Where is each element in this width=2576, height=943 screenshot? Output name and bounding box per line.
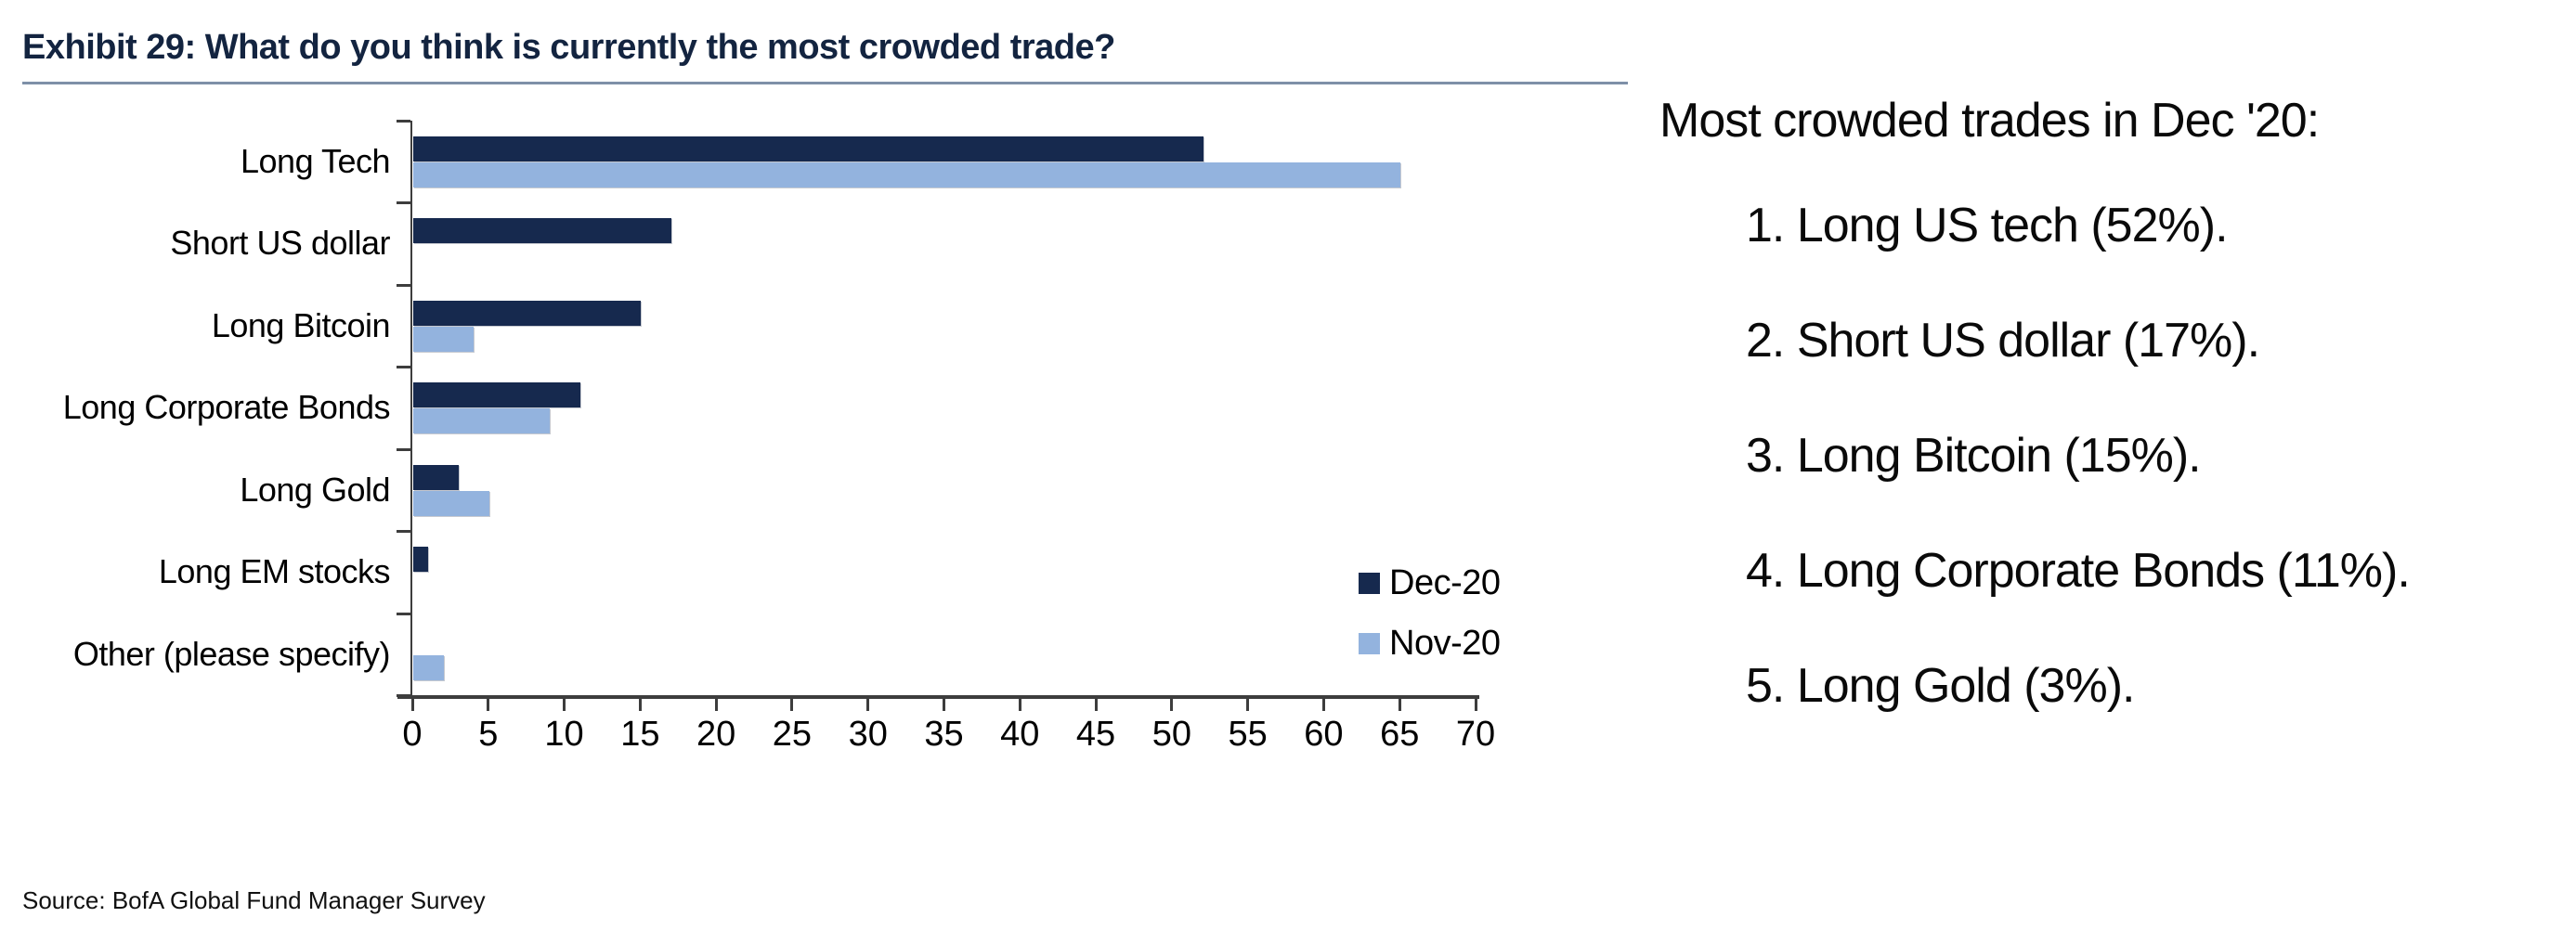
x-tick-label: 45 — [1075, 715, 1116, 754]
x-axis-tick — [1398, 699, 1401, 711]
annotation-item: 4. Long Corporate Bonds (11%). — [1746, 544, 2411, 598]
bar-nov-20-6 — [413, 654, 444, 680]
y-axis-tick — [397, 612, 410, 615]
x-tick-label: 0 — [402, 715, 423, 754]
legend-swatch-dec-20 — [1359, 572, 1380, 594]
bar-dec-20-5 — [413, 547, 429, 573]
x-axis-tick — [790, 699, 794, 711]
title-rule — [22, 82, 1628, 84]
bar-nov-20-2 — [413, 326, 475, 352]
x-axis-tick — [487, 699, 490, 711]
category-label: Long EM stocks — [158, 552, 391, 591]
x-axis-tick — [714, 699, 718, 711]
x-tick-label: 30 — [848, 715, 888, 754]
y-axis-tick — [397, 447, 410, 451]
exhibit-title: Exhibit 29: What do you think is current… — [22, 28, 1115, 67]
x-tick-label: 65 — [1380, 715, 1420, 754]
y-axis-tick — [397, 201, 410, 205]
category-label: Other (please specify) — [72, 634, 391, 673]
y-axis-tick — [397, 694, 410, 697]
x-axis-tick — [1018, 699, 1021, 711]
category-label: Long Tech — [241, 142, 390, 180]
x-tick-label: 35 — [924, 715, 964, 754]
legend-label: Nov-20 — [1389, 623, 1501, 663]
x-axis-tick — [1094, 699, 1098, 711]
legend-label: Dec-20 — [1389, 562, 1501, 602]
x-tick-label: 70 — [1455, 715, 1496, 754]
x-tick-label: 60 — [1304, 715, 1344, 754]
category-label: Short US dollar — [170, 224, 390, 263]
x-axis-tick — [866, 699, 870, 711]
y-axis-tick — [397, 283, 410, 287]
crowded-trade-bar-chart: Long Tech Short US dollar Long Bitcoin Long… — [0, 93, 1634, 798]
annotation-item: 5. Long Gold (3%). — [1746, 659, 2135, 713]
x-tick-label: 10 — [544, 715, 584, 754]
annotation-item: 1. Long US tech (52%). — [1746, 199, 2229, 252]
x-axis-tick — [563, 699, 566, 711]
annotation-item: 2. Short US dollar (17%). — [1746, 314, 2260, 368]
annotation-list: 1. Long US tech (52%). 2. Short US dollar… — [1746, 197, 2411, 715]
bar-dec-20-0 — [413, 136, 1203, 161]
x-tick-label: 55 — [1228, 715, 1268, 754]
y-axis-tick — [397, 120, 410, 123]
bar-nov-20-3 — [413, 408, 551, 434]
bar-dec-20-2 — [413, 300, 642, 326]
y-axis-line — [410, 121, 412, 695]
bar-dec-20-1 — [413, 218, 672, 244]
source-note: Source: BofA Global Fund Manager Survey — [22, 886, 486, 914]
x-axis-tick — [1246, 699, 1250, 711]
legend-item-dec-20: Dec-20 — [1359, 562, 1600, 602]
x-axis-tick — [1474, 699, 1477, 711]
x-axis-tick — [410, 699, 414, 711]
y-axis-tick — [397, 366, 410, 369]
x-axis-line — [397, 695, 1479, 699]
category-label: Long Bitcoin — [211, 305, 391, 344]
x-axis-tick — [638, 699, 642, 711]
bar-dec-20-4 — [413, 464, 460, 490]
category-label: Long Gold — [240, 470, 390, 509]
annotation-heading: Most crowded trades in Dec '20: — [1659, 94, 2320, 148]
x-tick-label: 5 — [478, 715, 499, 754]
x-tick-label: 25 — [772, 715, 813, 754]
x-axis-tick — [1170, 699, 1174, 711]
legend-item-nov-20: Nov-20 — [1359, 623, 1600, 663]
x-tick-label: 50 — [1151, 715, 1191, 754]
bar-nov-20-0 — [413, 162, 1401, 187]
x-tick-label: 15 — [620, 715, 660, 754]
x-axis-tick — [943, 699, 945, 711]
legend-swatch-nov-20 — [1359, 632, 1380, 654]
x-tick-label: 20 — [696, 715, 736, 754]
legend: Dec-20 Nov-20 — [1359, 562, 1600, 685]
y-axis-tick — [397, 530, 410, 534]
x-axis-tick — [1321, 699, 1325, 711]
bar-dec-20-3 — [413, 382, 580, 408]
annotation-item: 3. Long Bitcoin (15%). — [1746, 429, 2202, 483]
category-label: Long Corporate Bonds — [62, 388, 391, 427]
x-tick-label: 40 — [1000, 715, 1040, 754]
bar-nov-20-4 — [413, 490, 489, 516]
